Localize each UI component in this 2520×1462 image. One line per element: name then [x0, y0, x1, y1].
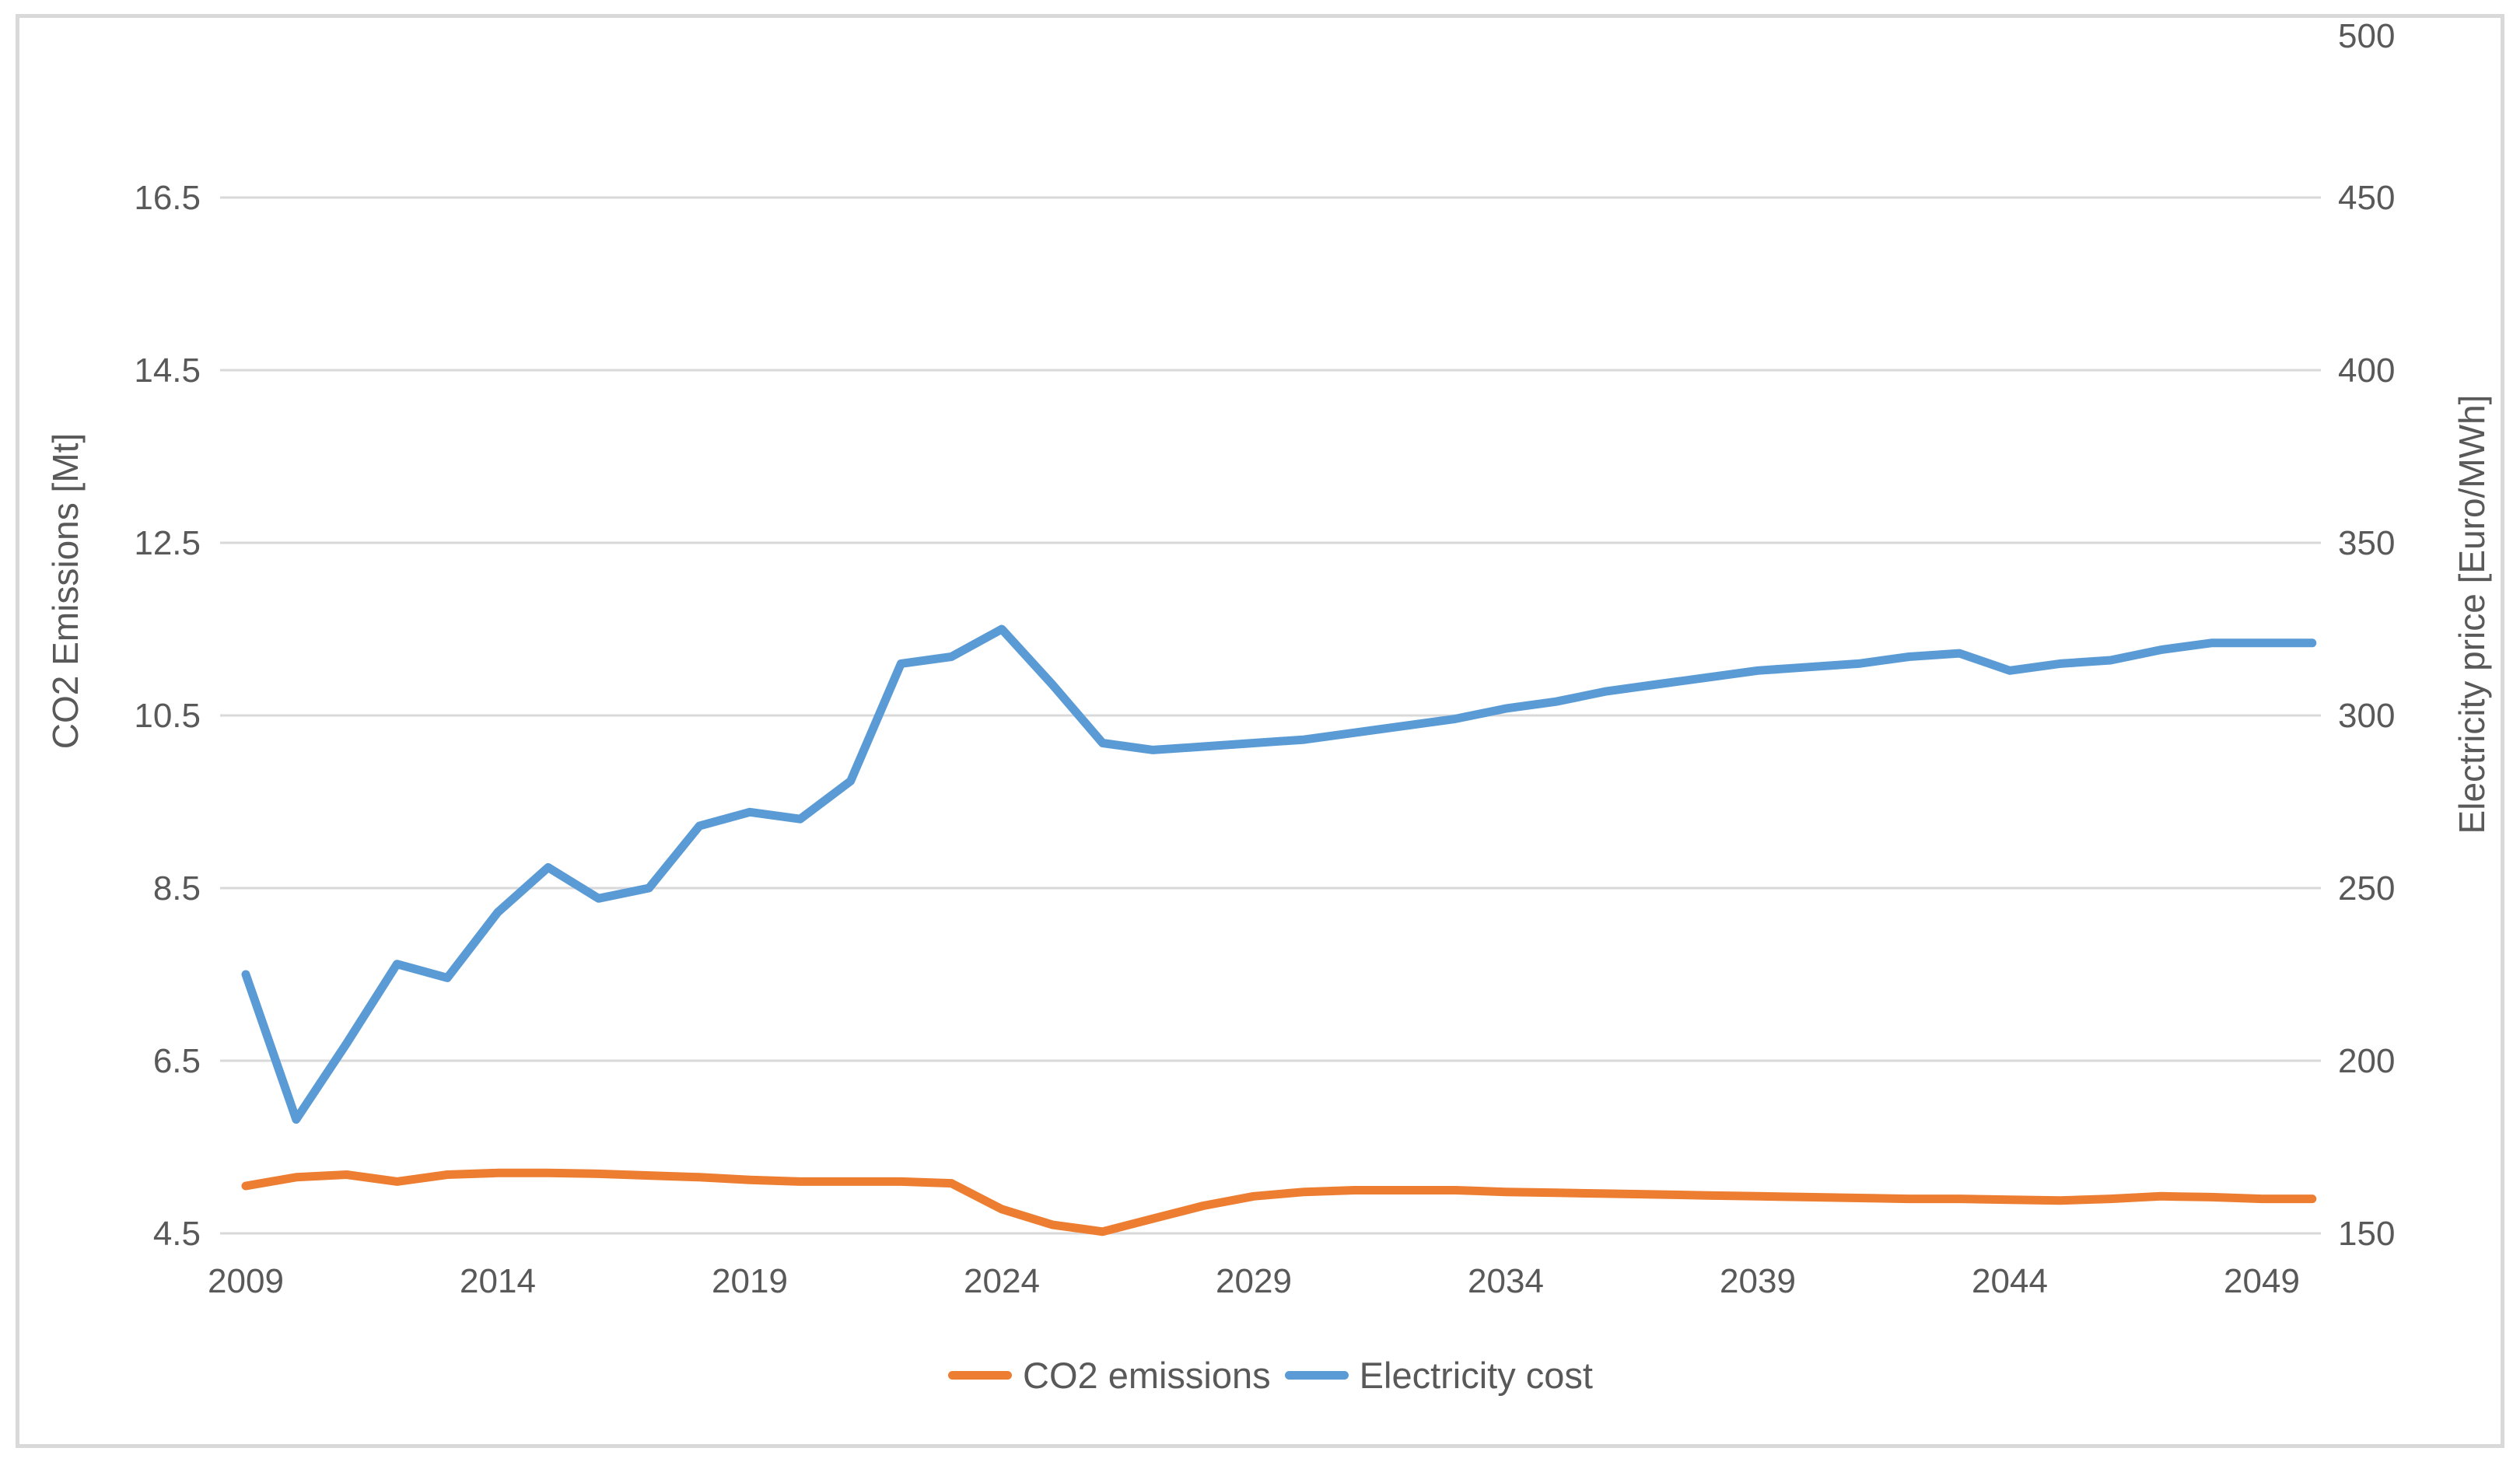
legend-item-co2-emissions: CO2 emissions [948, 1354, 1271, 1397]
x-axis-tick-label: 2049 [2224, 1262, 2300, 1300]
series-lines [241, 624, 2317, 1236]
tick-labels: 16.5 14.5 12.5 10.5 8.5 6.5 4.5 500 450 400 350 300… [134, 17, 2395, 1300]
x-axis-tick-label: 2039 [1720, 1262, 1796, 1300]
right-axis-tick-label: 250 [2338, 869, 2395, 908]
right-axis-tick-label: 350 [2338, 524, 2395, 562]
x-axis-tick-label: 2024 [964, 1262, 1040, 1300]
right-axis-tick-label: 150 [2338, 1215, 2395, 1253]
x-axis-tick-label: 2009 [208, 1262, 284, 1300]
chart-legend: CO2 emissions Electricity cost [220, 1352, 2321, 1398]
legend-item-electricity-cost: Electricity cost [1284, 1354, 1593, 1397]
right-axis-tick-label: 500 [2338, 17, 2395, 55]
chart-area-border [16, 14, 2504, 1448]
gridlines [220, 196, 2321, 1235]
left-axis-tick-label: 12.5 [134, 524, 201, 562]
series-line-electricity-cost [241, 624, 2317, 1124]
right-axis-tick-label: 450 [2338, 179, 2395, 217]
left-axis-title: CO2 Emissions [Mt] [45, 432, 86, 750]
legend-label: Electricity cost [1359, 1354, 1593, 1396]
left-axis-tick-label: 14.5 [134, 352, 201, 390]
left-axis-tick-label: 8.5 [153, 869, 201, 908]
right-axis-title: Electricity price [Euro/MWh] [2452, 394, 2492, 834]
right-axis-tick-label: 200 [2338, 1042, 2395, 1080]
legend-label: CO2 emissions [1023, 1354, 1271, 1396]
x-axis-tick-label: 2014 [460, 1262, 536, 1300]
co2-emissions-line-swatch [948, 1370, 1012, 1380]
left-axis-tick-label: 6.5 [153, 1042, 201, 1080]
left-axis-tick-label: 16.5 [134, 179, 201, 217]
x-axis-tick-label: 2034 [1468, 1262, 1544, 1300]
left-axis-tick-label: 10.5 [134, 697, 201, 735]
x-axis-tick-label: 2019 [712, 1262, 788, 1300]
series-line-co2-emissions [241, 1168, 2317, 1236]
right-axis-tick-label: 300 [2338, 697, 2395, 735]
electricity-cost-line-swatch [1284, 1370, 1349, 1380]
left-axis-tick-label: 4.5 [153, 1215, 201, 1253]
right-axis-tick-label: 400 [2338, 352, 2395, 390]
x-axis-tick-label: 2044 [1972, 1262, 2048, 1300]
x-axis-tick-label: 2029 [1216, 1262, 1292, 1300]
